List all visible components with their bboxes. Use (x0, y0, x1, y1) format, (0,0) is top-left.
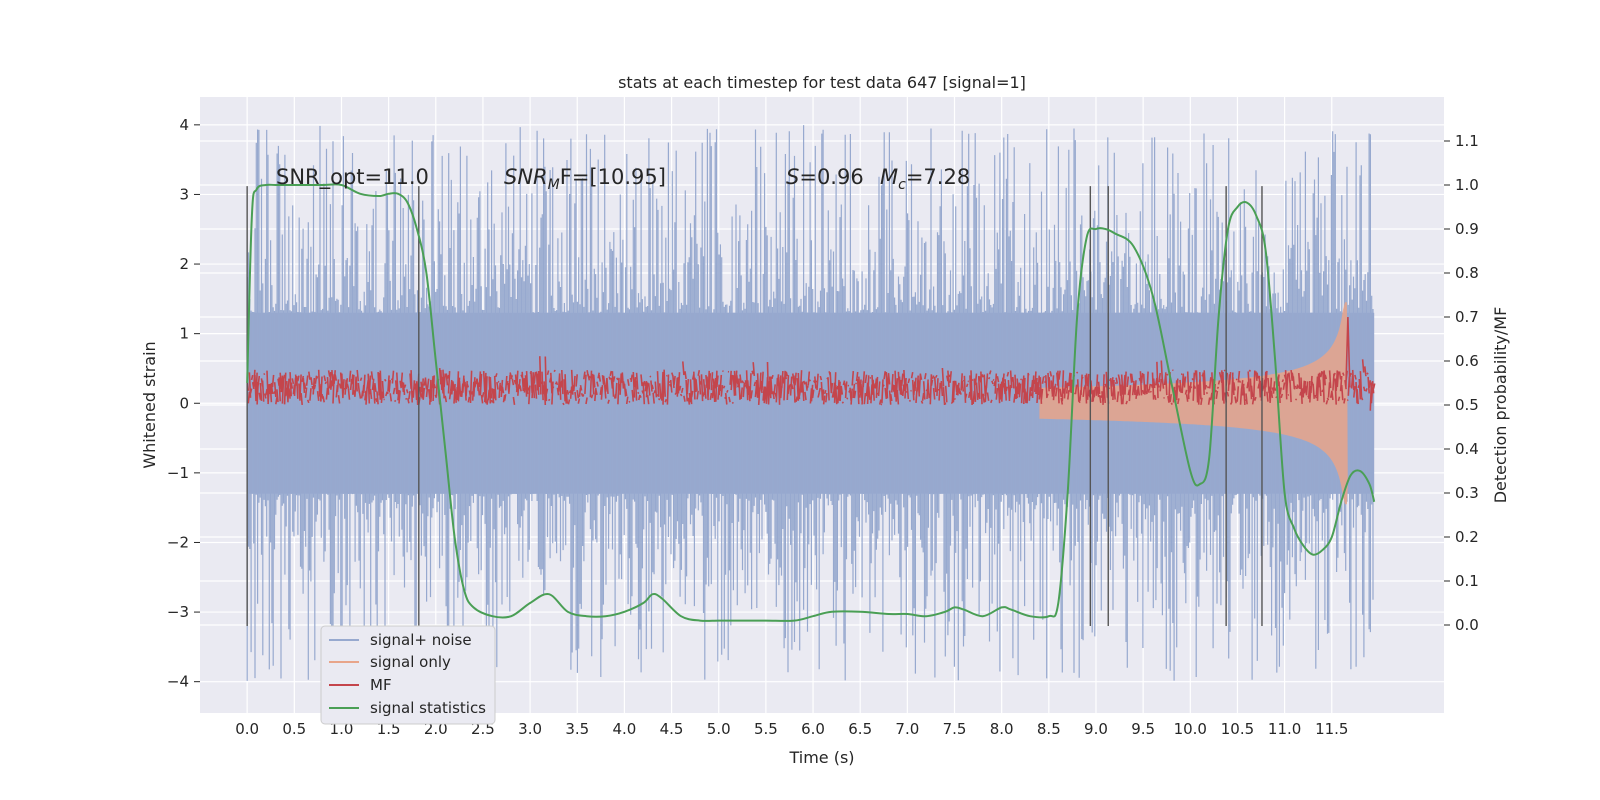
x-tick-label: 0.5 (282, 720, 306, 738)
annotation-s: S=0.96 (786, 165, 864, 189)
y-tick-label-right: 0.1 (1455, 572, 1479, 590)
annotation-snr-mf-symbol: SNR (504, 165, 548, 189)
y-tick-label: 4 (179, 116, 189, 134)
y-tick-label: −2 (167, 533, 189, 551)
y-tick-label: −3 (167, 603, 189, 621)
annotation-s-value: =0.96 (799, 165, 863, 189)
annotation-snr-mf: SNRMF=[10.95] (504, 165, 666, 193)
annotation-mc-symbol: M (880, 165, 898, 189)
annotation-snr-opt: SNR_opt=11.0 (276, 165, 429, 190)
x-axis-label: Time (s) (788, 748, 854, 767)
y-tick-label-right: 0.5 (1455, 396, 1479, 414)
legend-label-signal-only: signal only (370, 653, 451, 671)
x-tick-label: 8.0 (990, 720, 1014, 738)
y-tick-label-right: 0.7 (1455, 308, 1479, 326)
x-tick-label: 4.0 (612, 720, 636, 738)
legend-label-signal-statistics: signal statistics (370, 699, 486, 717)
x-tick-label: 10.0 (1174, 720, 1207, 738)
y-axis-label-right: Detection probability/MF (1491, 307, 1510, 504)
y-tick-label-right: 1.0 (1455, 176, 1479, 194)
x-tick-label: 5.0 (707, 720, 731, 738)
annotation-mc-value: =7.28 (906, 165, 970, 189)
y-tick-label-right: 0.9 (1455, 220, 1479, 238)
y-tick-label-right: 0.0 (1455, 616, 1479, 634)
x-tick-label: 3.0 (518, 720, 542, 738)
y-tick-label-right: 0.8 (1455, 264, 1479, 282)
legend-item-signal-statistics: signal statistics (329, 699, 486, 717)
y-tick-label: −4 (167, 673, 189, 691)
legend-box (320, 625, 496, 725)
y-tick-label-right: 0.2 (1455, 528, 1479, 546)
axis-ticks: 0.0 0.5 1.0 1.5 2.0 2.5 3.0 3.5 4.0 4.5 5.0 5.5 6.0 6… (167, 116, 1479, 738)
annotation-s-symbol: S (786, 165, 799, 189)
signal-only-series (1039, 302, 1348, 505)
x-tick-label: 9.0 (1084, 720, 1108, 738)
legend-label-mf: MF (370, 676, 392, 694)
y-tick-label: −1 (167, 464, 189, 482)
y-tick-label: 3 (179, 185, 189, 203)
chart-title: stats at each timestep for test data 647… (618, 73, 1026, 92)
x-tick-label: 11.5 (1315, 720, 1348, 738)
x-tick-label: 7.0 (895, 720, 919, 738)
y-tick-label: 1 (179, 325, 189, 343)
annotation-mc-subscript: c (898, 177, 906, 193)
x-tick-label: 6.5 (848, 720, 872, 738)
annotation-mc: Mc=7.28 (880, 165, 970, 193)
legend: signal+ noise signal only MF signal stat… (320, 625, 496, 725)
signal-only-cone (1039, 302, 1348, 505)
legend-label-signal-noise: signal+ noise (370, 631, 472, 649)
y-tick-label: 0 (179, 394, 189, 412)
legend-item-signal-noise: signal+ noise (329, 631, 472, 649)
legend-item-mf: MF (329, 676, 392, 694)
x-tick-label: 8.5 (1037, 720, 1061, 738)
y-tick-label-right: 0.6 (1455, 352, 1479, 370)
signal-statistics-line (246, 183, 1376, 622)
y-tick-label-right: 0.4 (1455, 440, 1479, 458)
x-tick-label: 9.5 (1131, 720, 1155, 738)
annotations: SNR_opt=11.0 SNRMF=[10.95] S=0.96 Mc=7.2… (276, 165, 970, 193)
x-tick-label: 7.5 (943, 720, 967, 738)
x-tick-label: 3.5 (565, 720, 589, 738)
annotation-snr-mf-subscript: M (548, 177, 560, 193)
y-tick-label-right: 1.1 (1455, 132, 1479, 150)
y-tick-label-right: 0.3 (1455, 484, 1479, 502)
legend-item-signal-only: signal only (329, 653, 451, 671)
x-tick-label: 6.0 (801, 720, 825, 738)
x-tick-label: 10.5 (1221, 720, 1254, 738)
x-tick-label: 4.5 (660, 720, 684, 738)
y-tick-label: 2 (179, 255, 189, 273)
vertical-markers (246, 186, 1263, 626)
x-tick-label: 5.5 (754, 720, 778, 738)
annotation-snr-mf-value: F=[10.95] (560, 165, 666, 189)
x-tick-label: 11.0 (1268, 720, 1301, 738)
x-tick-label: 0.0 (235, 720, 259, 738)
signal-statistics-series (246, 183, 1376, 622)
y-axis-label: Whitened strain (140, 341, 159, 468)
